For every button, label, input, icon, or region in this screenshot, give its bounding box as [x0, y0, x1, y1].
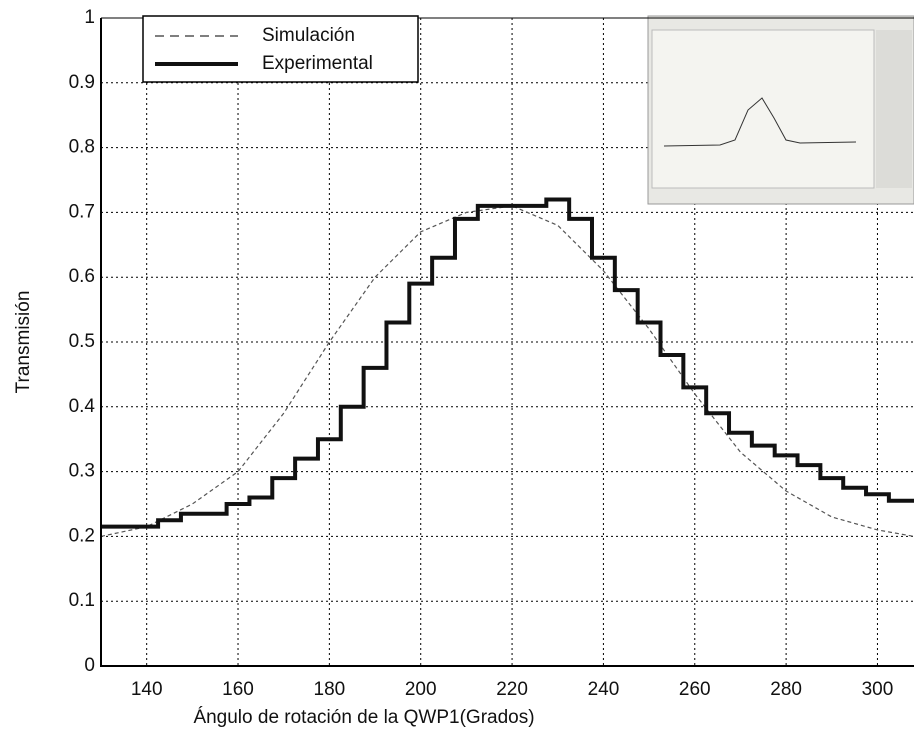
x-axis-label: Ángulo de rotación de la QWP1(Grados): [193, 707, 534, 728]
x-tick-label: 260: [679, 679, 711, 700]
y-axis-label: Transmisión: [13, 291, 34, 394]
x-tick-label: 200: [405, 679, 437, 700]
inset-screen: [651, 29, 875, 189]
y-tick-label: 0: [84, 655, 95, 676]
legend-label: Experimental: [262, 53, 373, 74]
series-line: [100, 205, 914, 537]
x-tick-label: 240: [588, 679, 620, 700]
axes-frame: [100, 18, 914, 667]
inset-trace: [663, 97, 857, 147]
x-tick-label: 180: [314, 679, 346, 700]
y-tick-label: 0.7: [69, 201, 95, 222]
x-tick-label: 280: [770, 679, 802, 700]
y-tick-label: 0.8: [69, 137, 95, 158]
y-tick-label: 1: [84, 7, 95, 28]
x-tick-label: 140: [131, 679, 163, 700]
x-tick-label: 300: [862, 679, 894, 700]
y-tick-label: 0.2: [69, 525, 95, 546]
y-tick-label: 0.6: [69, 266, 95, 287]
y-tick-label: 0.3: [69, 461, 95, 482]
series-line: [101, 197, 914, 529]
y-tick-label: 0.1: [69, 590, 95, 611]
inset-image: [647, 15, 914, 205]
x-tick-label: 160: [222, 679, 254, 700]
y-tick-label: 0.4: [69, 396, 96, 417]
y-tick-label: 0.9: [69, 72, 95, 93]
legend-box: [142, 15, 419, 83]
inset-menu: [876, 30, 912, 188]
y-tick-label: 0.5: [69, 331, 95, 352]
legend-label: Simulación: [262, 25, 355, 46]
x-tick-label: 220: [496, 679, 528, 700]
